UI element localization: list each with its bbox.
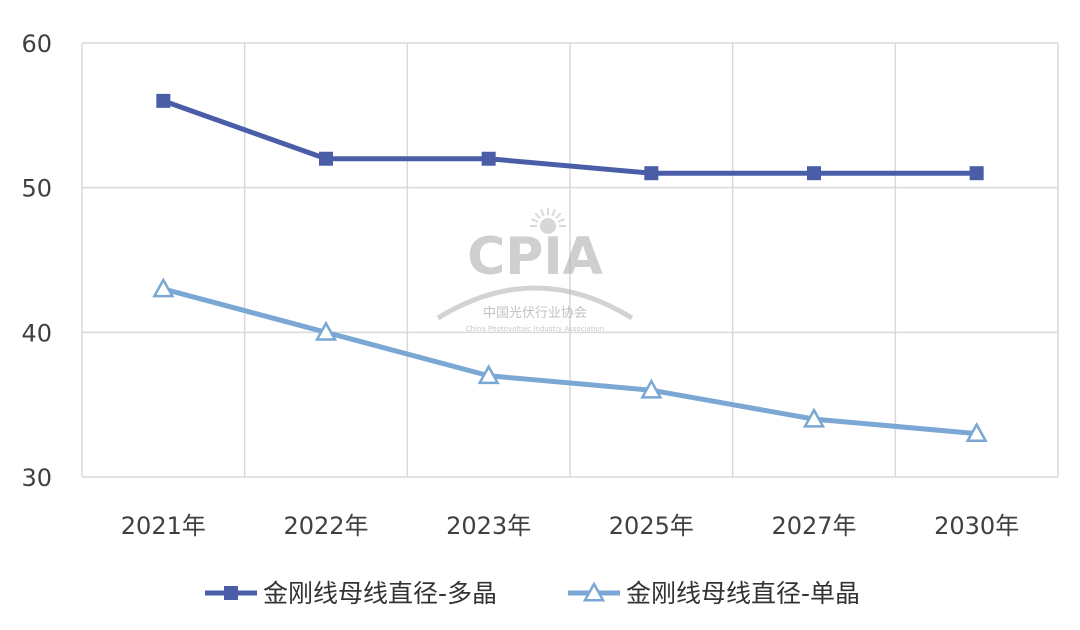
watermark-chinese-name: 中国光伏行业协会 <box>483 306 587 321</box>
watermark-arc <box>436 285 634 321</box>
sun-ray <box>540 208 545 217</box>
watermark-logo-text: CPIA <box>467 227 603 287</box>
series-layer <box>152 93 988 443</box>
data-point-0-2 <box>481 151 496 166</box>
sun-ray <box>555 212 562 219</box>
sun-ray <box>551 208 556 217</box>
data-point-0-4 <box>807 166 821 181</box>
sun-rays-icon <box>530 208 566 234</box>
data-point-0-1 <box>319 151 333 166</box>
x-tick-label: 2021年 <box>121 512 206 540</box>
y-tick-label-60: 60 <box>21 30 52 58</box>
x-tick-label: 2027年 <box>771 512 856 540</box>
y-tick-label-40: 40 <box>21 319 52 347</box>
legend-label-0: 金刚线母线直径-多晶 <box>263 579 497 608</box>
series-1 <box>152 277 988 443</box>
y-tick-label-30: 30 <box>21 464 52 492</box>
legend-label-1: 金刚线母线直径-单晶 <box>626 579 860 608</box>
data-point-1-0 <box>152 277 175 298</box>
cpia-watermark: CPIA 中国光伏行业协会 China Photovoltaic Industr… <box>436 208 634 333</box>
sun-ray <box>557 218 566 223</box>
x-tick-label: 2022年 <box>283 512 368 540</box>
legend: 金刚线母线直径-多晶 金刚线母线直径-单晶 <box>205 579 860 608</box>
data-point-0-0 <box>156 93 171 108</box>
data-point-1-3 <box>640 378 663 399</box>
series-0 <box>156 93 984 181</box>
y-tick-label-50: 50 <box>21 175 52 203</box>
x-tick-label: 2030年 <box>934 512 1019 540</box>
data-point-1-4 <box>802 407 826 428</box>
legend-marker-0 <box>224 586 238 600</box>
data-point-1-1 <box>314 320 338 341</box>
data-point-1-2 <box>477 364 500 385</box>
sun-ray <box>534 212 541 219</box>
grid-lines <box>81 42 1059 478</box>
axis-labels: 30 40 50 60 2021年 2022年 2023年 2025年 2027年 2030年 <box>21 30 1019 540</box>
legend-marker-1 <box>582 581 606 602</box>
x-tick-label: 2025年 <box>609 512 694 540</box>
data-point-0-3 <box>644 166 659 181</box>
sun-ray <box>530 218 539 223</box>
data-point-1-5 <box>965 422 988 443</box>
series-line-0 <box>160 98 980 176</box>
x-tick-label: 2023年 <box>446 512 531 540</box>
watermark-english-name: China Photovoltaic Industry Association <box>466 325 605 333</box>
series-line-1 <box>160 286 980 437</box>
data-point-0-5 <box>969 166 984 181</box>
